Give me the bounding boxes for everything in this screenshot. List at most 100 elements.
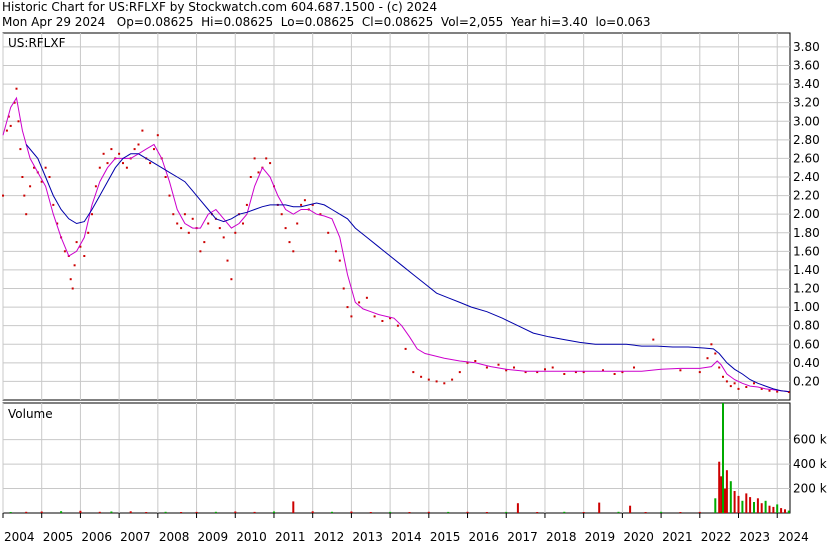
volume-bar (729, 481, 732, 513)
price-point (69, 278, 72, 281)
volume-bar (749, 497, 752, 513)
price-point (52, 203, 55, 206)
volume-bar (273, 511, 275, 513)
price-panel-label: US:RFLXF (8, 36, 66, 50)
price-point (79, 245, 82, 248)
x-tick-label: 2012 (314, 530, 345, 543)
price-point (551, 366, 554, 369)
volume-bar (780, 508, 783, 513)
price-point (73, 264, 76, 267)
x-tick-label: 2004 (4, 530, 35, 543)
price-point (435, 380, 438, 383)
price-point (389, 317, 392, 320)
volume-bar (756, 498, 759, 513)
volume-bar (214, 511, 217, 513)
price-point (420, 375, 423, 378)
price-point (412, 371, 415, 374)
volume-grid (2, 403, 790, 513)
price-point (137, 143, 140, 146)
price-point (729, 385, 732, 388)
x-tick-label: 2016 (469, 530, 500, 543)
price-point (122, 162, 124, 165)
volume-bar (447, 511, 450, 513)
volume-bar (427, 511, 430, 513)
price-point (466, 361, 469, 364)
price-point (242, 222, 244, 225)
price-point (451, 378, 454, 381)
price-point (33, 166, 35, 169)
price-point (633, 366, 635, 369)
x-tick-label: 2009 (198, 530, 229, 543)
price-point (768, 389, 771, 392)
price-point (203, 241, 206, 244)
x-axis: 2004 2005 2006 2007 2008 2009 2010 2011 2012 2013… (2, 513, 809, 543)
volume-bar (760, 503, 763, 513)
price-point (679, 369, 682, 372)
price-point (180, 227, 183, 230)
price-y-tick-label: 2.00 (793, 207, 820, 221)
price-point (176, 222, 179, 225)
price-point (257, 171, 260, 174)
volume-bar (466, 511, 469, 513)
x-tick-label: 2007 (120, 530, 151, 543)
volume-panel (2, 402, 791, 514)
volume-bar (745, 493, 748, 513)
volume-bar (720, 476, 723, 513)
price-y-tick-label: 0.40 (793, 356, 820, 370)
price-point (106, 162, 109, 165)
price-point (234, 231, 237, 234)
price-point (284, 227, 287, 230)
x-tick-label: 2021 (662, 530, 693, 543)
volume-bar (563, 511, 566, 513)
volume-bar (129, 511, 132, 513)
price-point (187, 231, 190, 234)
price-y-tick-label: 3.00 (793, 114, 820, 128)
volume-bar (714, 498, 717, 513)
price-point (269, 162, 272, 165)
price-point (71, 287, 74, 290)
price-point (156, 134, 159, 137)
price-point (83, 255, 86, 257)
price-y-tick-label: 0.20 (793, 374, 820, 388)
price-point (75, 241, 78, 244)
price-point (574, 371, 577, 374)
price-point (280, 213, 283, 216)
price-point (485, 366, 488, 369)
volume-bar (110, 511, 113, 513)
price-point (164, 176, 167, 178)
volume-bar (311, 511, 314, 513)
price-point (346, 306, 349, 309)
volume-y-tick-label: 400 k (793, 457, 827, 471)
volume-bar (768, 505, 771, 513)
price-point (172, 213, 175, 216)
volume-bar (776, 504, 779, 513)
volume-bar (485, 512, 488, 513)
price-point (29, 185, 32, 188)
price-point (776, 390, 779, 393)
price-point (288, 241, 291, 244)
price-point (358, 301, 361, 304)
price-point (87, 231, 90, 234)
price-point (722, 375, 724, 378)
x-tick-label: 2006 (81, 530, 112, 543)
price-point (327, 231, 330, 234)
price-point (149, 162, 152, 165)
price-point (296, 222, 299, 225)
volume-bar (644, 512, 647, 513)
volume-bar (516, 503, 519, 513)
price-y-tick-label: 2.60 (793, 151, 820, 165)
price-point (245, 203, 248, 206)
volume-bar (733, 491, 736, 513)
x-tick-label: 2019 (585, 530, 616, 543)
price-point (17, 120, 20, 123)
volume-y-tick-label: 200 k (793, 482, 827, 496)
price-point (110, 148, 113, 151)
volume-bar (725, 470, 728, 513)
volume-bar (60, 511, 63, 513)
price-grid (2, 33, 790, 400)
price-point (7, 115, 10, 118)
price-point (350, 315, 353, 318)
ma_long-line (25, 144, 789, 393)
price-point (5, 129, 8, 132)
